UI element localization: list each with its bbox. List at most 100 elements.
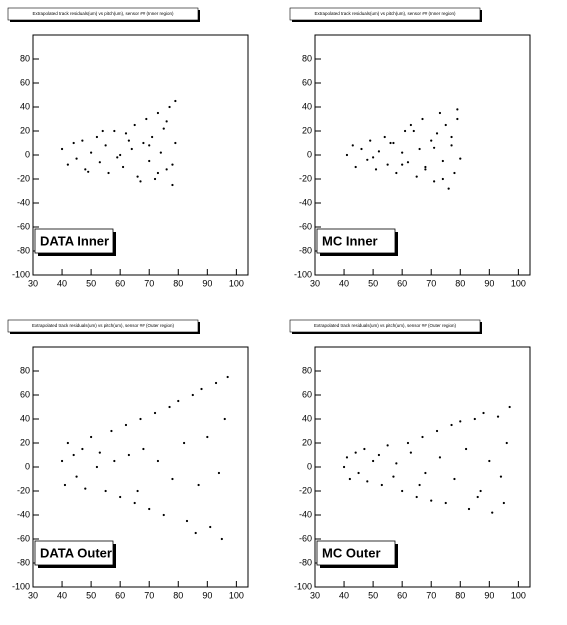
point <box>453 171 456 175</box>
x-tick-label: 90 <box>484 590 494 600</box>
point <box>456 108 459 111</box>
y-tick-label: 20 <box>20 125 30 135</box>
y-tick-label: 40 <box>20 101 30 111</box>
point <box>124 132 128 135</box>
y-tick-label: -100 <box>294 581 312 591</box>
y-tick-label: 40 <box>302 101 312 111</box>
point <box>209 525 212 529</box>
point <box>380 483 383 487</box>
y-tick-label: -80 <box>299 557 312 567</box>
point <box>342 465 346 469</box>
point <box>377 453 381 457</box>
point <box>200 387 203 391</box>
point <box>502 501 505 505</box>
y-tick-label: 20 <box>302 437 312 447</box>
point <box>206 435 209 439</box>
point <box>63 483 67 487</box>
title: Extrapolated track residuals(um) vs pitc… <box>32 323 175 328</box>
point <box>139 180 142 183</box>
x-tick-label: 70 <box>426 590 436 600</box>
y-tick-label: -100 <box>12 269 30 279</box>
y-tick-label: -100 <box>294 269 312 279</box>
x-tick-label: 70 <box>426 278 436 288</box>
point <box>168 105 171 109</box>
point <box>415 495 418 499</box>
y-tick-label: -80 <box>299 245 312 255</box>
point <box>386 163 389 166</box>
point <box>401 151 404 154</box>
point <box>369 139 372 142</box>
point <box>127 453 130 457</box>
point <box>441 177 444 181</box>
point <box>433 146 436 149</box>
point <box>433 180 436 183</box>
x-tick-label: 90 <box>202 590 212 600</box>
point <box>435 429 439 433</box>
x-tick-label: 50 <box>368 278 378 288</box>
panel-label: MC Inner <box>322 233 378 248</box>
y-tick-label: 80 <box>20 53 30 63</box>
point <box>459 420 462 423</box>
point <box>110 429 113 433</box>
point <box>148 507 151 511</box>
point <box>456 117 459 121</box>
y-tick-label: 80 <box>302 365 312 375</box>
point <box>499 475 503 478</box>
point <box>174 99 177 103</box>
panel: Extrapolated track residuals(um) vs pitc… <box>7 319 249 600</box>
point <box>66 441 69 445</box>
x-tick-label: 100 <box>229 590 244 600</box>
x-tick-label: 40 <box>57 590 67 600</box>
point <box>447 187 450 190</box>
point <box>438 111 442 115</box>
point <box>66 163 69 166</box>
point <box>345 456 349 459</box>
x-tick-label: 80 <box>173 590 183 600</box>
point <box>194 531 197 535</box>
point <box>395 171 398 175</box>
point <box>165 168 168 171</box>
point <box>366 480 369 483</box>
point <box>415 175 418 178</box>
x-tick-label: 90 <box>202 278 212 288</box>
y-tick-label: -80 <box>17 557 30 567</box>
x-tick-label: 80 <box>455 590 465 600</box>
point <box>156 111 160 115</box>
point <box>153 177 157 181</box>
point <box>113 459 116 463</box>
title: Extrapolated track residuals(um) vs pitc… <box>32 11 174 16</box>
y-tick-label: 60 <box>302 77 312 87</box>
point <box>60 147 64 151</box>
x-tick-label: 100 <box>511 278 526 288</box>
point <box>435 132 439 135</box>
point <box>403 129 407 133</box>
point <box>104 144 107 147</box>
y-tick-label: 20 <box>20 437 30 447</box>
point <box>90 151 93 154</box>
point <box>148 144 151 147</box>
y-tick-label: 0 <box>25 461 30 471</box>
point <box>133 501 136 505</box>
x-tick-label: 100 <box>511 590 526 600</box>
point <box>424 165 427 169</box>
y-tick-label: 60 <box>20 77 30 87</box>
point <box>113 129 116 133</box>
point <box>119 153 122 157</box>
point <box>171 183 174 187</box>
point <box>90 435 93 439</box>
point <box>488 459 491 463</box>
x-tick-label: 90 <box>484 278 494 288</box>
point <box>409 451 412 454</box>
point <box>127 139 130 142</box>
point <box>401 489 404 493</box>
point <box>430 139 433 142</box>
y-tick-label: -20 <box>299 485 312 495</box>
point <box>418 147 421 151</box>
x-tick-label: 40 <box>57 278 67 288</box>
point <box>95 135 99 139</box>
point <box>130 147 133 151</box>
x-tick-label: 80 <box>173 278 183 288</box>
panel-label: DATA Outer <box>40 545 112 560</box>
point <box>171 477 174 481</box>
label-box <box>316 228 396 254</box>
